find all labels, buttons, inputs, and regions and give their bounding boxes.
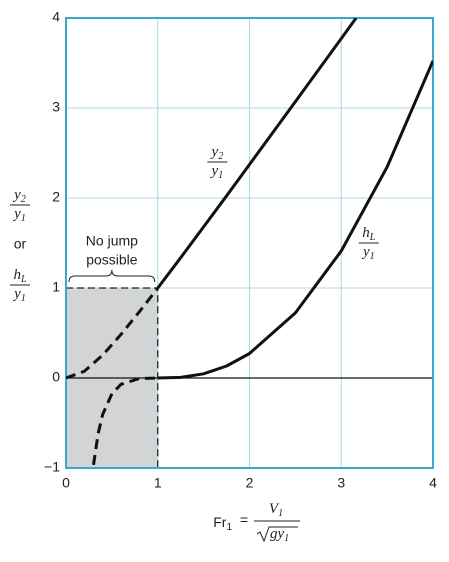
radical: [256, 526, 298, 543]
y-label-numerator: y2: [12, 187, 26, 205]
line-series: [66, 287, 159, 380]
subscript: 2: [218, 151, 223, 162]
annotation-numerator: hL: [362, 225, 376, 243]
symbol: y: [12, 187, 21, 203]
region-note: possible: [86, 252, 138, 268]
symbol: y: [210, 163, 219, 179]
line-series: [156, 18, 358, 289]
symbol: y: [12, 286, 21, 302]
symbol: V: [269, 501, 280, 517]
curves: [66, 18, 433, 466]
subscript: L: [369, 232, 376, 243]
symbol: h: [13, 267, 21, 283]
y-label-denominator: y1: [12, 286, 26, 304]
symbol: h: [362, 225, 370, 241]
subscript: 2: [21, 194, 26, 205]
symbol: y: [361, 244, 370, 260]
subscript: 1: [21, 213, 26, 224]
subscript: L: [20, 274, 27, 285]
subscript: 1: [226, 522, 232, 533]
y-tick-label: 4: [52, 9, 60, 25]
brace: [68, 269, 156, 283]
annotation-denominator: y1: [361, 244, 375, 262]
region-note: No jump: [86, 233, 138, 249]
x-tick-label: 4: [429, 475, 437, 491]
y-tick-label: 0: [52, 369, 60, 385]
symbol: gy: [270, 526, 285, 542]
x-label-numerator: V1: [269, 501, 283, 519]
symbol: y: [12, 206, 21, 222]
y-tick-label: 3: [52, 99, 60, 115]
annotation-denominator: y1: [210, 163, 224, 181]
x-label-denominator: gy1: [270, 526, 289, 544]
line-series: [157, 60, 433, 380]
subscript: 1: [278, 508, 283, 519]
subscript: 1: [370, 251, 375, 262]
x-tick-label: 1: [154, 475, 162, 491]
plot-frame: [65, 17, 434, 469]
y-label-or: or: [14, 236, 27, 252]
subscript: 1: [21, 293, 26, 304]
y-tick-label: 2: [52, 189, 60, 205]
y-tick-label: 1: [52, 279, 60, 295]
x-tick-label: 0: [62, 475, 70, 491]
y-label-numerator: hL: [13, 267, 27, 285]
x-tick-label: 2: [246, 475, 254, 491]
x-label-lhs: Fr1: [213, 514, 232, 533]
symbol: y: [210, 144, 219, 160]
y-tick-label: −1: [44, 459, 60, 475]
subscript: 1: [284, 533, 289, 544]
y-label-denominator: y1: [12, 206, 26, 224]
x-tick-label: 3: [337, 475, 345, 491]
symbol: Fr: [213, 514, 227, 530]
annotation-numerator: y2: [210, 144, 224, 162]
subscript: 1: [218, 170, 223, 181]
x-label-eq: =: [240, 512, 248, 528]
